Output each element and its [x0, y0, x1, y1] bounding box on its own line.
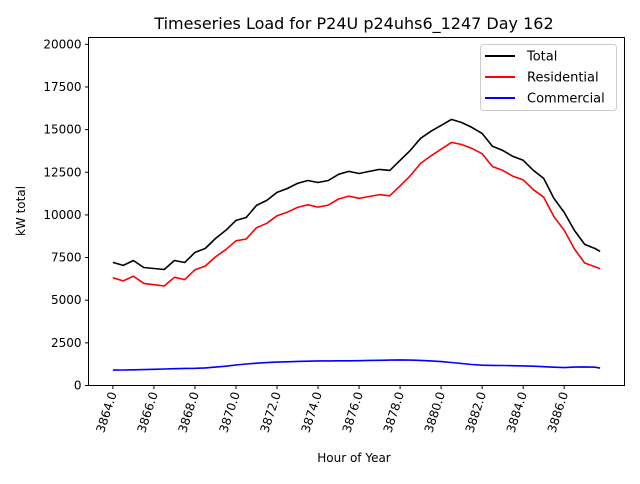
x-tick-label: 3882.0	[463, 390, 489, 434]
legend-label-total: Total	[526, 50, 557, 65]
y-axis: 0 2500 5000 7500 10000 12500 15000 17500 20000	[43, 37, 89, 393]
series-line-commercial	[112, 359, 601, 371]
y-tick-label: 7500	[51, 251, 82, 265]
x-tick-label: 3880.0	[422, 390, 448, 434]
y-tick-label: 17500	[43, 80, 81, 94]
x-tick-label: 3872.0	[258, 390, 284, 434]
y-tick-label: 5000	[51, 293, 82, 307]
legend-frame	[480, 44, 617, 111]
y-tick-label: 15000	[43, 123, 81, 137]
x-tick-label: 3876.0	[340, 390, 366, 434]
legend-label-commercial: Commercial	[527, 92, 605, 107]
series-layer	[112, 118, 601, 371]
y-tick-label: 20000	[43, 37, 81, 51]
x-tick-label: 3864.0	[93, 390, 119, 434]
series-line-total	[112, 118, 601, 271]
legend-label-residential: Residential	[527, 71, 599, 86]
x-tick-label: 3874.0	[299, 390, 325, 434]
x-axis: 3864.0 3866.0 3868.0 3870.0 3872.0 3874.0 3876…	[93, 385, 571, 434]
y-axis-label: kW total	[14, 186, 28, 236]
x-tick-label: 3884.0	[504, 390, 530, 434]
series-line-residential	[112, 141, 601, 287]
x-tick-label: 3886.0	[545, 390, 571, 434]
x-tick-label: 3866.0	[134, 390, 160, 434]
plot-frame	[88, 37, 625, 386]
x-tick-label: 3878.0	[381, 390, 407, 434]
y-tick-label: 10000	[43, 208, 81, 222]
x-tick-label: 3870.0	[217, 390, 243, 434]
y-tick-label: 0	[74, 379, 82, 393]
chart-title: Timeseries Load for P24U p24uhs6_1247 Da…	[153, 14, 553, 34]
y-tick-label: 12500	[43, 165, 81, 179]
y-tick-label: 2500	[51, 336, 82, 350]
legend: Total Residential Commercial	[480, 44, 617, 111]
x-tick-label: 3868.0	[176, 390, 202, 434]
x-axis-label: Hour of Year	[317, 451, 391, 465]
